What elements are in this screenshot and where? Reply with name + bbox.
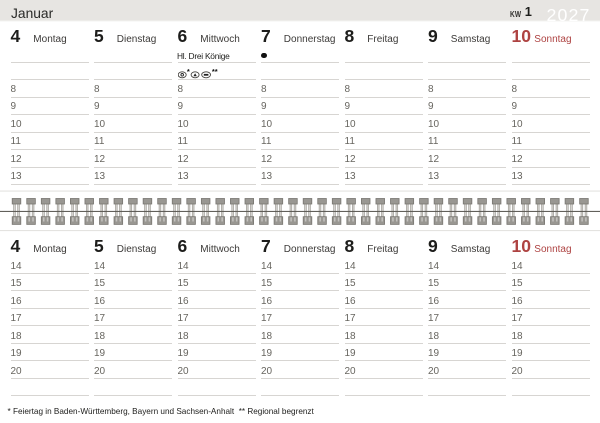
svg-text:**: ** <box>211 68 217 76</box>
svg-text:*: * <box>186 68 189 76</box>
